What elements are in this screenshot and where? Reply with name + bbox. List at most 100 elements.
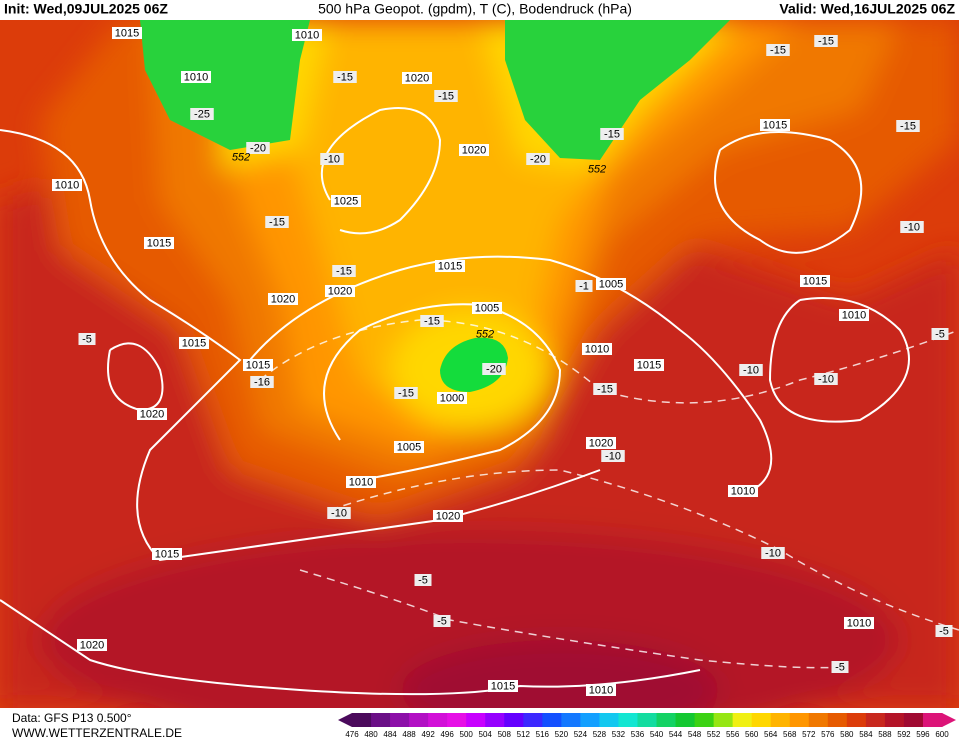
temperature-label: -5 [831,661,849,673]
legend-swatch [523,713,543,727]
label-text: 1015 [182,337,206,349]
temperature-label: -15 [394,387,418,399]
label-text: -10 [324,153,340,165]
isobar-lines [0,107,910,696]
isobar-label: 1015 [179,337,209,349]
label-box [179,337,209,349]
legend-swatch [371,713,391,727]
label-text: 1005 [475,302,499,314]
label-box [586,437,616,449]
label-box [814,373,838,385]
label-box [766,44,790,56]
isobar-label: 1010 [839,309,869,321]
isobar-label: 1020 [268,293,298,305]
legend-tick-label: 516 [536,730,550,739]
label-box [472,302,502,314]
label-box [488,680,518,692]
label-text: -20 [250,142,266,154]
legend-swatch [884,713,905,727]
legend-swatch [770,713,791,727]
temperature-label: -15 [333,71,357,83]
label-text: 1020 [462,144,486,156]
init-time: Init: Wed,09JUL2025 06Z [4,1,168,17]
isobar-label: 1020 [586,437,616,449]
isobar-label: 1005 [394,441,424,453]
label-text: -20 [530,153,546,165]
label-text: -15 [398,387,414,399]
green-region [505,20,730,160]
label-text: 1020 [405,72,429,84]
temperature-label: -15 [420,315,444,327]
label-text: -5 [418,574,428,586]
label-box [728,485,758,497]
isobar-label: 1015 [112,27,142,39]
legend-swatch [504,713,524,727]
map-title: 500 hPa Geopot. (gpdm), T (C), Bodendruc… [318,1,632,17]
temperature-label: -15 [600,128,624,140]
label-box [325,285,355,297]
label-box [482,363,506,375]
legend-swatch [751,713,772,727]
legend-tick-label: 540 [650,730,664,739]
label-text: 1010 [349,476,373,488]
color-legend: 476 480 484 488 492 496 500 504 508 512 516 520 524 5… [338,713,956,739]
legend-tick-label: 536 [631,730,645,739]
label-box [77,639,107,651]
legend-tick-label: 492 [421,730,435,739]
label-text: -15 [900,120,916,132]
label-box [435,260,465,272]
legend-tick-label: 576 [821,730,835,739]
header-bar [0,0,959,20]
label-text: 1005 [397,441,421,453]
label-text: 1005 [599,278,623,290]
legend-swatch [827,713,848,727]
label-box [935,625,953,637]
legend-arrow-high [942,713,956,727]
label-text: 1015 [803,275,827,287]
legend-tick-label: 488 [402,730,416,739]
label-text: -10 [743,364,759,376]
temperature-label: -5 [414,574,432,586]
legend-tick-label: 584 [859,730,873,739]
temperature-label: -10 [739,364,763,376]
label-box [582,343,612,355]
legend-swatch [466,713,486,727]
legend-swatch [675,713,696,727]
label-text: 1015 [491,680,515,692]
label-text: -10 [605,450,621,462]
legend-swatch [561,713,581,727]
label-box [394,441,424,453]
legend-swatch [865,713,886,727]
temperature-label: -10 [327,507,351,519]
legend-swatch [390,713,410,727]
legend-tick-label: 552 [707,730,721,739]
label-text: -15 [604,128,620,140]
legend-tick-label: 588 [878,730,892,739]
label-box [596,278,626,290]
label-text: 1010 [842,309,866,321]
label-text: 1010 [847,617,871,629]
label-text: 1015 [115,27,139,39]
legend-tick-label: 484 [383,730,397,739]
label-box [601,450,625,462]
label-box [575,280,593,292]
green-region [140,20,310,150]
legend-tick-label: 512 [517,730,531,739]
legend-tick-label: 508 [498,730,512,739]
label-text: -16 [254,376,270,388]
temperature-label: -15 [896,120,920,132]
label-box [414,574,432,586]
isobar-label: 1010 [582,343,612,355]
temperature-label: -10 [761,547,785,559]
legend-tick-label: 556 [726,730,740,739]
label-box [760,119,790,131]
label-box [634,359,664,371]
label-box [437,392,467,404]
label-box [593,383,617,395]
label-text: -15 [818,35,834,47]
legend-tick-label: 592 [897,730,911,739]
temperature-label: -20 [526,153,550,165]
map-area: 1015 1010 1010 1020 1010 1020 1025 1015 1015 1020… [0,20,959,708]
legend-tick-label: 580 [840,730,854,739]
isobar-label: 1015 [634,359,664,371]
